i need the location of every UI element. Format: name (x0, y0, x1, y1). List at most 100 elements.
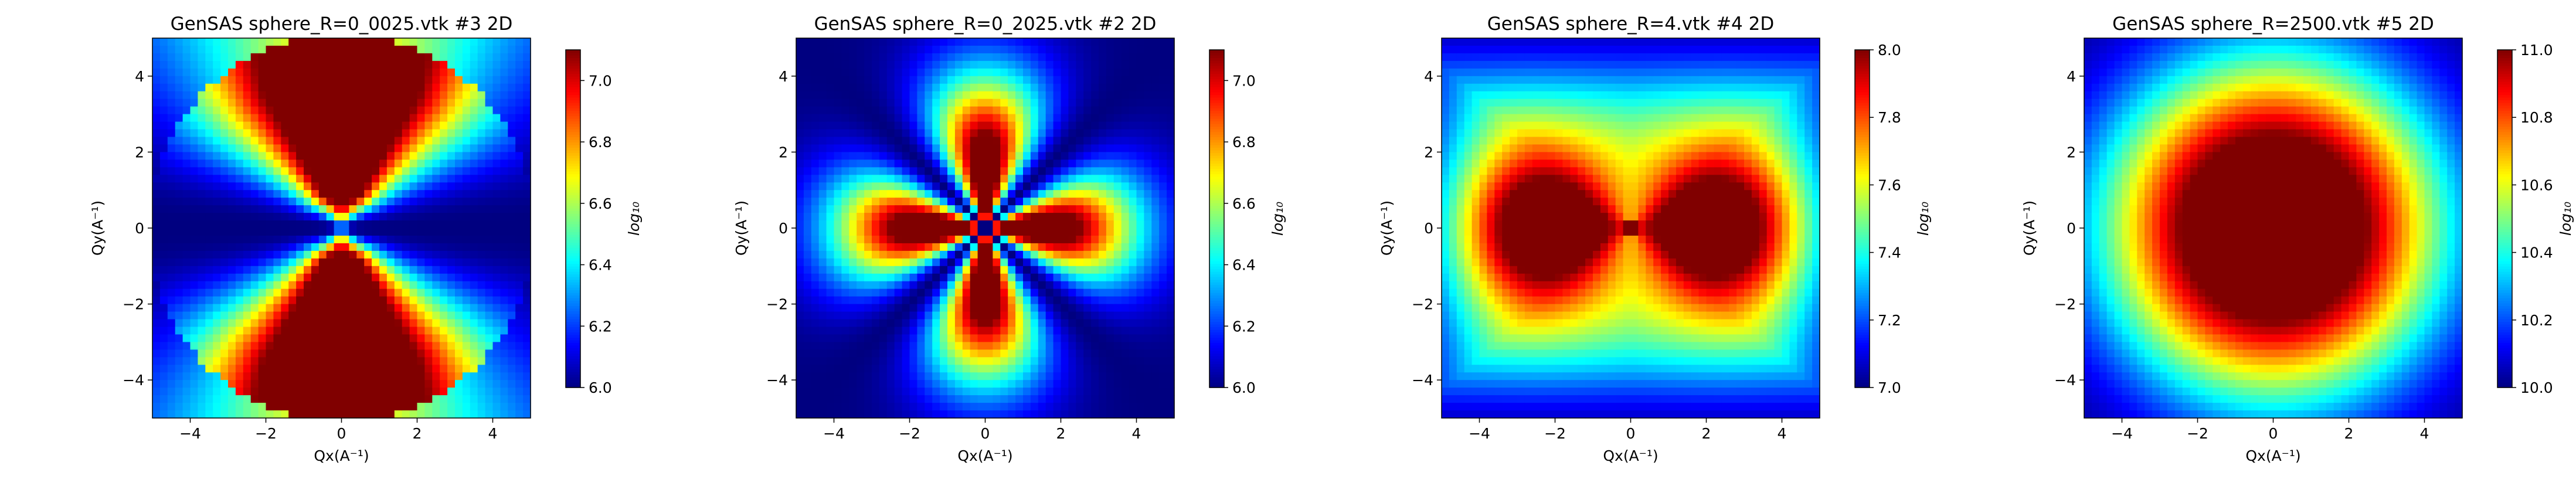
heatmap-cell (220, 288, 229, 297)
heatmap-cell (220, 410, 229, 419)
heatmap-cell (954, 304, 963, 312)
heatmap-cell (1008, 68, 1016, 77)
heatmap-cell (296, 45, 304, 54)
heatmap-cell (349, 83, 357, 92)
heatmap-cell (1136, 395, 1144, 403)
heatmap-cell (1076, 190, 1084, 198)
heatmap-cell (318, 311, 327, 320)
heatmap-cell (515, 53, 524, 62)
heatmap-cell (213, 68, 221, 77)
heatmap-cell (220, 349, 229, 358)
heatmap-cell (205, 213, 213, 221)
heatmap-cell (409, 273, 418, 282)
heatmap-cell (364, 45, 372, 54)
heatmap-cell (1121, 60, 1130, 69)
heatmap-cell (818, 53, 827, 62)
heatmap-cell (1106, 152, 1114, 160)
heatmap-cell (198, 365, 206, 373)
heatmap-cell (243, 213, 252, 221)
heatmap-cell (273, 220, 281, 229)
heatmap-cell (1091, 266, 1099, 274)
colorbar-segment (566, 187, 580, 191)
heatmap-cell (940, 288, 948, 297)
heatmap-cell (826, 349, 835, 358)
heatmap-cell (1053, 311, 1062, 320)
heatmap-cell (1099, 410, 1107, 419)
heatmap-cell (349, 220, 357, 229)
heatmap-cell (190, 410, 198, 419)
heatmap-cell (947, 220, 956, 229)
heatmap-cell (273, 98, 281, 107)
colorbar-segment (566, 158, 580, 161)
heatmap-cell (266, 327, 274, 335)
heatmap-cell (902, 137, 910, 145)
heatmap-cell (1121, 175, 1130, 183)
heatmap-cell (182, 91, 191, 100)
heatmap-cell (993, 403, 1001, 411)
heatmap-cell (258, 167, 267, 175)
heatmap-cell (470, 327, 478, 335)
x-tick-label: 0 (337, 425, 346, 442)
heatmap-cell (909, 68, 917, 77)
heatmap-cell (152, 68, 161, 77)
heatmap-cell (954, 372, 963, 380)
heatmap-cell (492, 114, 501, 123)
heatmap-cell (288, 372, 297, 380)
heatmap-cell (266, 98, 274, 107)
heatmap-cell (349, 144, 357, 152)
colorbar-segment (566, 219, 580, 222)
heatmap-cell (492, 106, 501, 115)
colorbar-segment (566, 361, 580, 365)
heatmap-cell (1121, 220, 1130, 229)
heatmap-cell (523, 53, 531, 62)
heatmap-cell (235, 357, 244, 365)
heatmap-cell (1136, 388, 1144, 396)
heatmap-cell (879, 53, 888, 62)
heatmap-cell (1091, 175, 1099, 183)
heatmap-cell (311, 167, 320, 175)
heatmap-cell (879, 38, 888, 46)
heatmap-cell (205, 281, 213, 290)
heatmap-cell (311, 410, 320, 419)
heatmap-cell (409, 357, 418, 365)
heatmap-cell (523, 144, 531, 152)
heatmap-cell (947, 365, 956, 373)
heatmap-cell (857, 235, 865, 244)
heatmap-cell (213, 388, 221, 396)
heatmap-cell (977, 266, 986, 274)
heatmap-cell (917, 388, 925, 396)
heatmap-cell (424, 114, 433, 123)
heatmap-cell (796, 258, 804, 267)
heatmap-cell (902, 76, 910, 84)
heatmap-cell (857, 349, 865, 358)
heatmap-cell (364, 60, 372, 69)
heatmap-cell (220, 152, 229, 160)
heatmap-cell (477, 395, 486, 403)
heatmap-cell (834, 182, 842, 191)
heatmap-cell (954, 342, 963, 350)
heatmap-cell (356, 106, 365, 115)
heatmap-cell (917, 114, 925, 123)
heatmap-cell (962, 167, 971, 175)
heatmap-cell (462, 388, 471, 396)
heatmap-cell (894, 311, 903, 320)
heatmap-cell (1030, 365, 1039, 373)
heatmap-cell (364, 258, 372, 267)
heatmap-cell (455, 273, 463, 282)
colorbar-segment (566, 271, 580, 275)
heatmap-cell (523, 98, 531, 107)
heatmap-cell (311, 76, 320, 84)
heatmap-cell (455, 365, 463, 373)
colorbar-segment (566, 200, 580, 203)
heatmap-cell (266, 137, 274, 145)
heatmap-cell (326, 372, 335, 380)
heatmap-cell (485, 45, 494, 54)
heatmap-cell (235, 129, 244, 138)
heatmap-cell (477, 98, 486, 107)
heatmap-cell (523, 68, 531, 77)
heatmap-cell (1038, 410, 1046, 419)
heatmap-cell (932, 198, 940, 206)
heatmap-cell (477, 45, 486, 54)
heatmap-cell (909, 403, 917, 411)
heatmap-cell (970, 288, 978, 297)
